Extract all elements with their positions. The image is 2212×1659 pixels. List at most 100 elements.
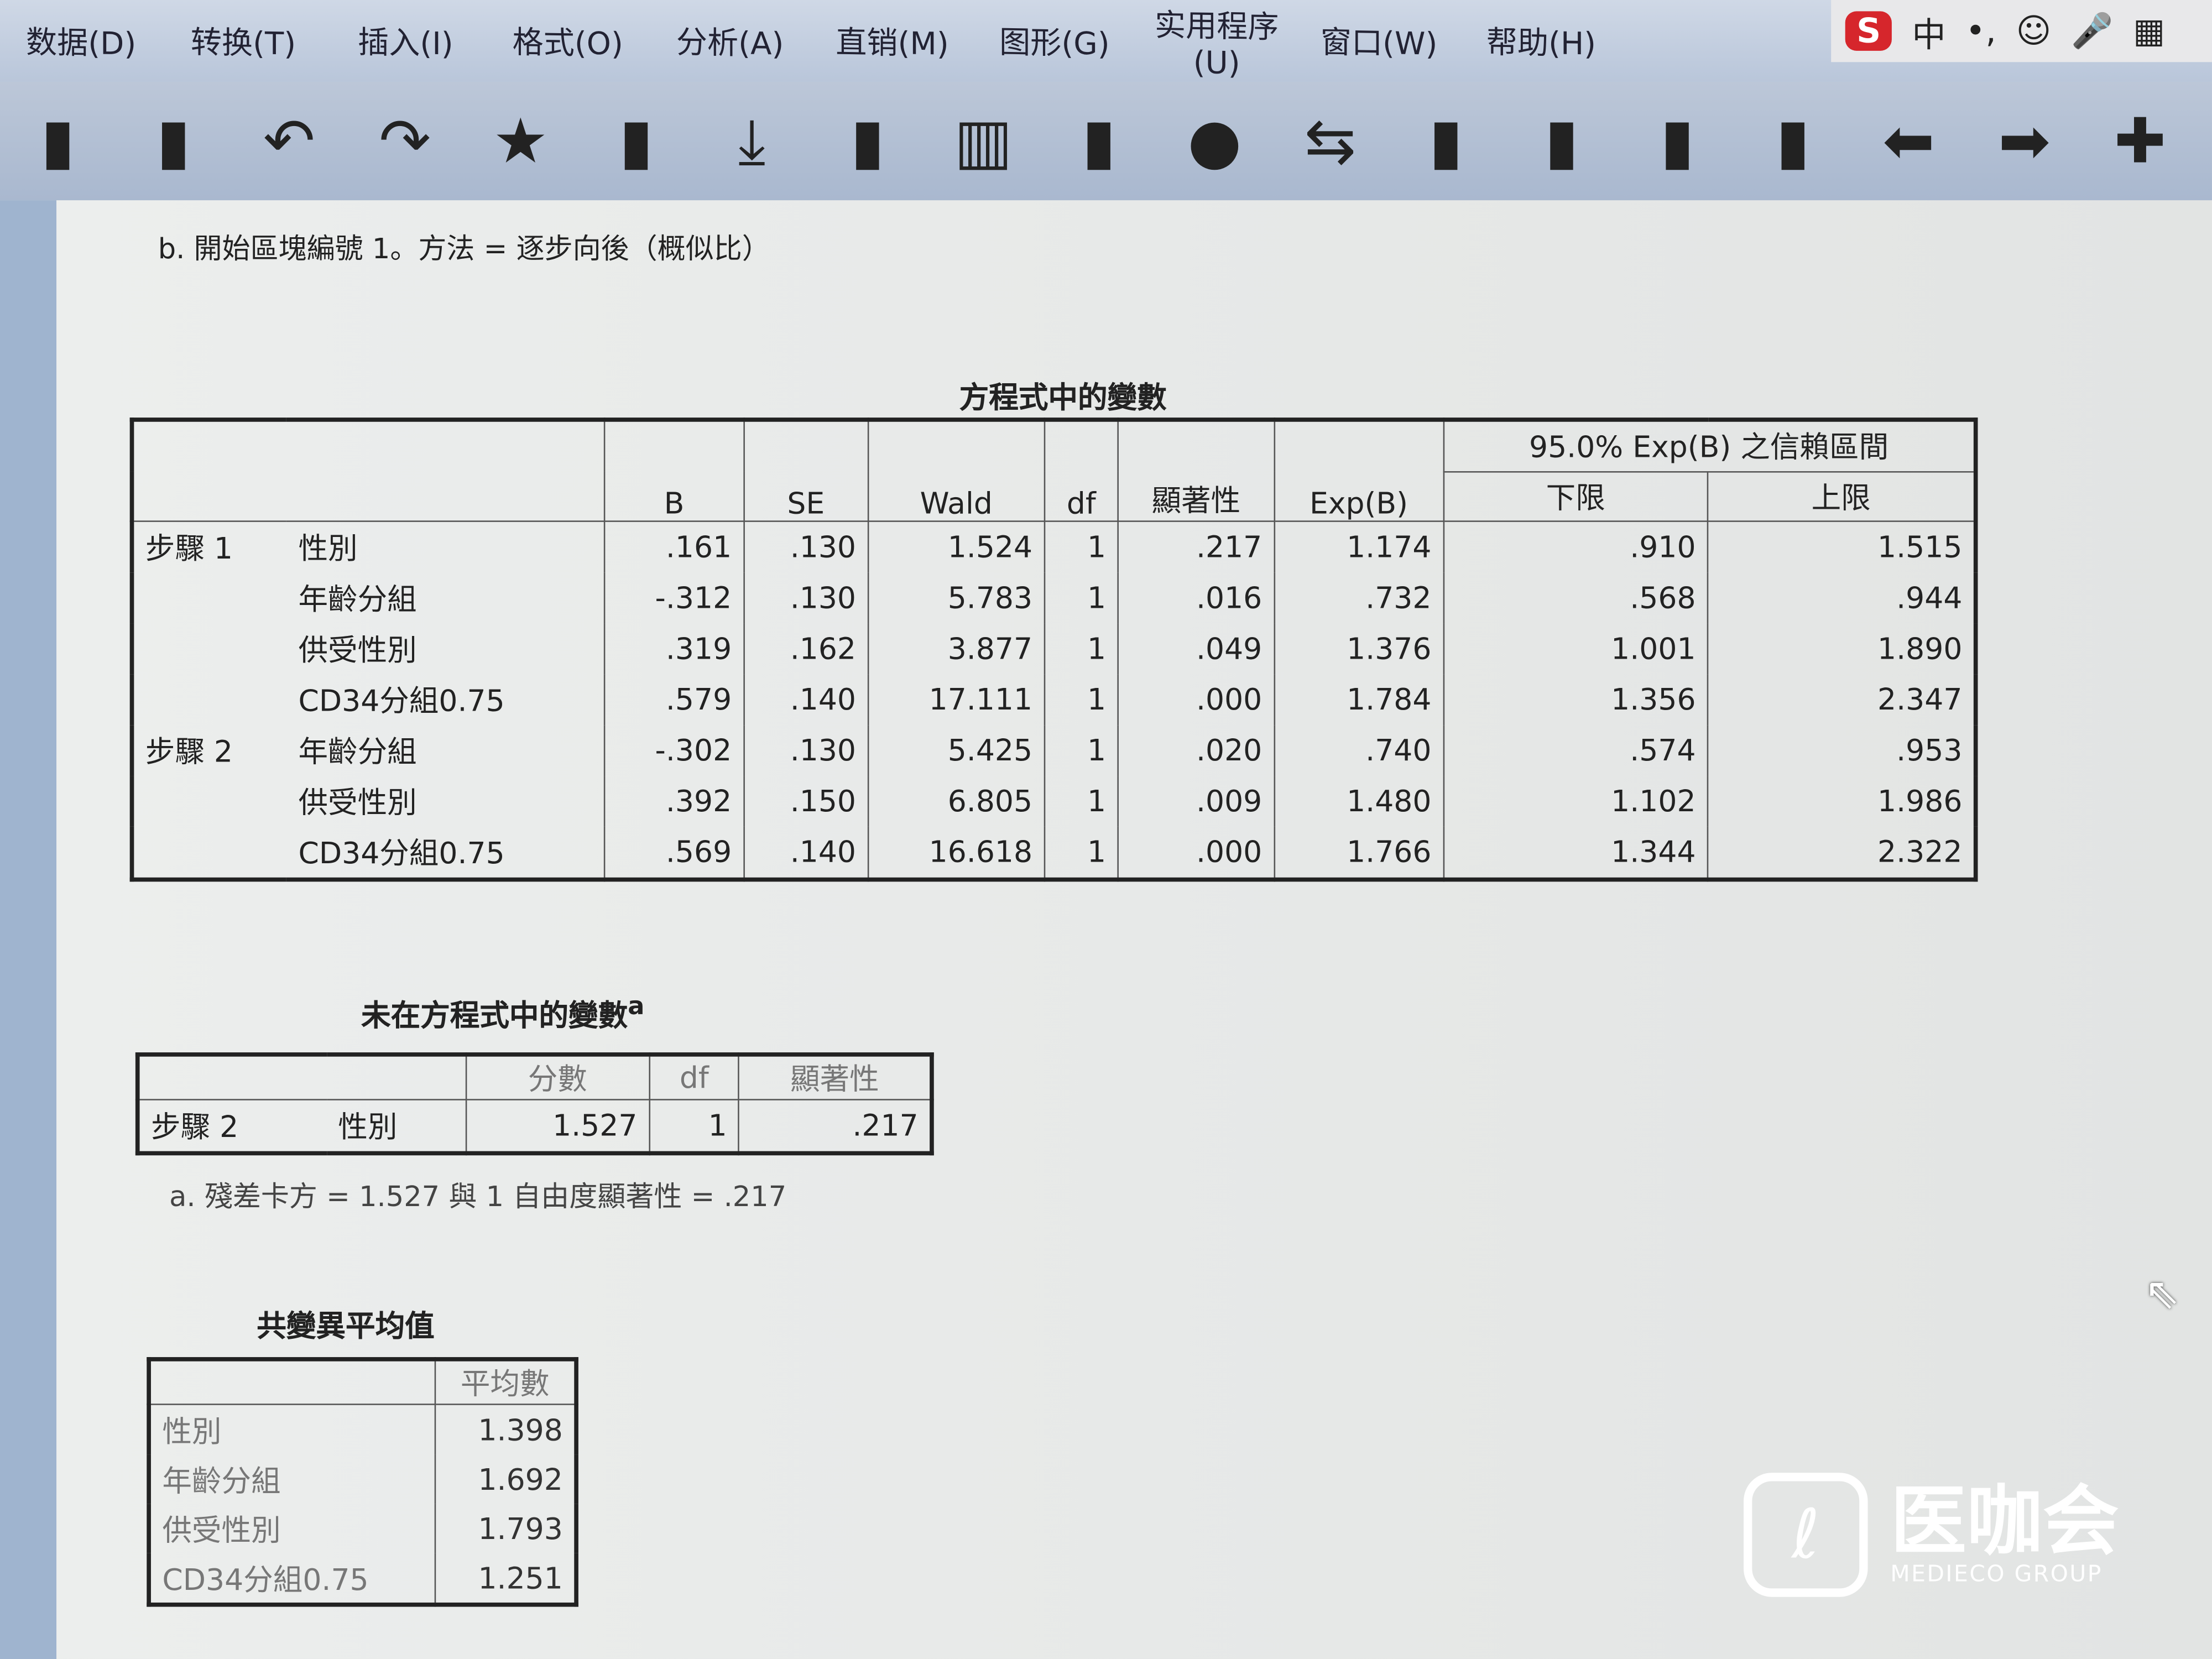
row-label: 步驟 2 — [137, 1099, 327, 1154]
value-cell: 1.692 — [434, 1454, 577, 1504]
show-all-icon[interactable]: ▮ — [1545, 105, 1579, 178]
use-sets-icon[interactable]: ▮ — [1428, 105, 1463, 178]
ime-logo[interactable]: S — [1845, 11, 1892, 51]
value-cell: 17.111 — [867, 674, 1046, 726]
emoji-icon[interactable]: ☺ — [2016, 11, 2052, 51]
value-cell: 2.322 — [1707, 826, 1976, 880]
value-cell: 1.890 — [1707, 623, 1976, 675]
logo-text-en: MEDIECO GROUP — [1890, 1559, 2103, 1587]
undo-icon[interactable]: ↶ — [263, 105, 315, 178]
back-icon[interactable]: ⬅ — [1882, 105, 1935, 178]
value-cell: .944 — [1707, 572, 1976, 624]
footnote-b: b. 開始區塊編號 1。方法 = 逐步向後（概似比） — [158, 231, 770, 265]
table-row: 年齡分組 1.692 — [148, 1454, 577, 1504]
variable-label: 供受性別 — [287, 623, 606, 675]
step-label: 步驟 1 — [131, 521, 288, 573]
value-cell: 5.783 — [867, 572, 1046, 624]
value-cell: 6.805 — [867, 776, 1046, 827]
logo-icon: ℓ — [1744, 1473, 1868, 1597]
value-cell: .000 — [1117, 674, 1275, 726]
goto-variable-icon[interactable]: ▮ — [619, 105, 654, 178]
column-header: B — [603, 419, 745, 522]
value-cell: 1 — [648, 1099, 740, 1154]
value-cell: 1 — [1044, 725, 1119, 776]
menu-item[interactable]: 帮助(H) — [1486, 25, 1597, 63]
value-cell: 2.347 — [1707, 674, 1976, 726]
value-cell: 1.986 — [1707, 776, 1976, 827]
menu-item[interactable]: 直销(M) — [836, 25, 949, 64]
column-header: df — [1044, 419, 1119, 522]
value-cell: .579 — [603, 674, 745, 726]
table-title-variables-in-equation: 方程式中的變數 — [959, 380, 1167, 415]
variable-label: 性別 — [148, 1404, 436, 1455]
ci-header: 95.0% Exp(B) 之信賴區間 — [1442, 419, 1976, 472]
value-cell: .000 — [1117, 826, 1275, 880]
value-cell: .140 — [743, 674, 869, 726]
value-cell: 1 — [1044, 521, 1119, 573]
open-icon[interactable]: ▮ — [40, 105, 75, 178]
value-cell: .161 — [603, 521, 745, 573]
value-cell: 1.515 — [1707, 521, 1976, 573]
value-cell: .020 — [1117, 725, 1275, 776]
value-cell: .569 — [603, 826, 745, 880]
menu-item[interactable]: 数据(D) — [26, 25, 137, 63]
logo-text-cn: 医咖会 — [1890, 1476, 2119, 1566]
menu-item[interactable]: 插入(I) — [358, 25, 453, 63]
value-cell: .732 — [1273, 572, 1444, 624]
header-row: 平均數 — [148, 1358, 577, 1405]
table-row: 步驟 2 年齡分組 -.302.130 5.425 1.020.740.574.953 — [131, 725, 1976, 776]
designate-window-icon[interactable]: ▮ — [1776, 105, 1811, 178]
toolbar: ▮ ▮ ↶ ↷ ★ ▮ ⤓ ▮ ▥ ▮ ● ⇆ ▮ ▮ ▮ ▮ ⬅ ➡ ✚ — [0, 81, 2212, 201]
menu-item[interactable]: 实用程序(U) — [1154, 8, 1279, 82]
menu-item[interactable]: 分析(A) — [676, 25, 784, 63]
value-cell: .217 — [1117, 521, 1275, 573]
value-cell: .049 — [1117, 623, 1275, 675]
insert-cases-icon[interactable]: ⤓ — [738, 105, 766, 178]
value-cell: .162 — [743, 623, 869, 675]
table-row: 供受性別 .392.150 6.805 1.009 1.480 1.102 1.986 — [131, 776, 1976, 827]
forward-icon[interactable]: ➡ — [1998, 105, 2051, 178]
covariate-means-table: 平均數 性別 1.398 年齡分組 1.692 供受性別 1.793 CD34分組0.75 1.… — [147, 1357, 578, 1607]
step-label — [131, 826, 288, 880]
column-header: Exp(B) — [1273, 419, 1444, 522]
footnote-a: a. 殘差卡方 = 1.527 與 1 自由度顯著性 = .217 — [169, 1179, 787, 1213]
column-header: 分數 — [465, 1053, 650, 1100]
menu-item[interactable]: 转换(T) — [190, 25, 296, 63]
split-file-icon[interactable]: ▥ — [953, 105, 1013, 178]
table-row: 供受性別 .319.162 3.877 1.049 1.376 1.001 1.890 — [131, 623, 1976, 675]
ime-mode[interactable]: 中 — [1912, 14, 1946, 55]
header-row: B SE Wald df 顯著性 Exp(B) 95.0% Exp(B) 之信賴區間 — [131, 419, 1976, 522]
column-header: df — [648, 1053, 740, 1100]
column-header: SE — [743, 419, 869, 522]
value-cell: .150 — [743, 776, 869, 827]
variable-label: 年齡分組 — [148, 1454, 436, 1504]
menu-item[interactable]: 窗口(W) — [1320, 25, 1438, 64]
add-icon[interactable]: ✚ — [2114, 105, 2166, 178]
corner-cell — [148, 1358, 436, 1405]
menu-item[interactable]: 图形(G) — [999, 25, 1110, 63]
spell-icon[interactable]: ▮ — [1660, 105, 1695, 178]
value-cell: 5.425 — [867, 725, 1046, 776]
export-icon[interactable]: ▮ — [156, 105, 191, 178]
value-labels-icon[interactable]: ⇆ — [1304, 105, 1357, 178]
column-header: Wald — [867, 419, 1046, 522]
value-cell: 1 — [1044, 826, 1119, 880]
value-cell: 1.793 — [434, 1504, 577, 1553]
insert-variable-icon[interactable]: ▮ — [850, 105, 885, 178]
step-label: 步驟 2 — [131, 725, 288, 776]
table-title-variables-not-in-equation: 未在方程式中的變數a — [361, 993, 644, 1036]
menu-item[interactable]: 格式(O) — [512, 25, 623, 63]
goto-case-icon[interactable]: ★ — [492, 105, 549, 178]
variable-label: 年齡分組 — [287, 572, 606, 624]
select-cases-icon[interactable]: ● — [1187, 105, 1242, 178]
value-cell: 1.102 — [1442, 776, 1709, 827]
ime-punctuation[interactable]: •, — [1965, 11, 1996, 51]
outline-pane[interactable] — [0, 200, 57, 1659]
column-header: 顯著性 — [1117, 419, 1275, 522]
keyboard-icon[interactable]: ▦ — [2133, 11, 2166, 51]
weight-cases-icon[interactable]: ▮ — [1082, 105, 1117, 178]
table-row: 步驟 1 性別 .161.130 1.524 1.217 1.174.910 1.515 — [131, 521, 1976, 573]
redo-icon[interactable]: ↷ — [379, 105, 431, 178]
microphone-icon[interactable]: 🎤 — [2071, 11, 2114, 51]
value-cell: .130 — [743, 572, 869, 624]
